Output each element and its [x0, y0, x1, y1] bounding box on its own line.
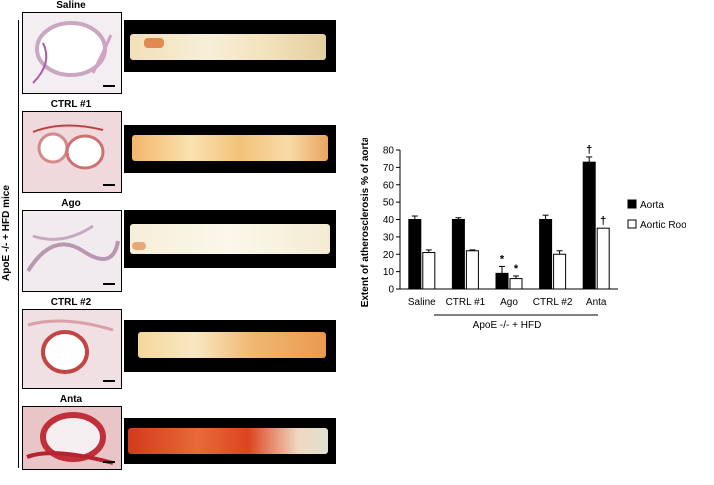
panel-title-ctrl1: CTRL #1 [50, 99, 92, 110]
x-tick-label: CTRL #2 [533, 297, 573, 308]
histology-image-anta [22, 406, 122, 470]
legend-label-0: Aorta [640, 200, 664, 211]
bar-chart: Extent of atherosclerosis % of aorta Apo… [360, 138, 686, 331]
y-tick-label: 20 [383, 250, 395, 261]
aorta-image-ctrl2 [124, 320, 336, 372]
y-tick-label: 70 [383, 163, 395, 174]
x-tick-label: Anta [586, 297, 607, 308]
histology-image-saline [22, 12, 122, 94]
bar-aorta-4 [582, 161, 596, 290]
y-tick-label: 60 [383, 180, 395, 191]
y-tick-label: 0 [388, 285, 394, 296]
group-bracket-line [18, 20, 19, 468]
x-tick-label: CTRL #1 [446, 297, 486, 308]
x-tick-label: Saline [408, 297, 436, 308]
histology-image-ago [22, 210, 122, 292]
legend-swatch-1 [627, 219, 637, 229]
bar-aortic-root-4 [596, 227, 610, 290]
significance-marker: † [586, 144, 592, 156]
legend-label-1: Aortic Root [640, 220, 686, 231]
histology-image-ctrl1 [22, 111, 122, 193]
significance-marker: * [514, 263, 519, 275]
bar-aortic-root-0 [422, 252, 436, 290]
bar-aorta-0 [408, 219, 422, 290]
y-tick-label: 30 [383, 232, 395, 243]
bar-aortic-root-1 [465, 250, 479, 290]
y-tick-label: 50 [383, 198, 395, 209]
aorta-image-ago [124, 210, 336, 268]
significance-marker: * [500, 253, 505, 265]
bar-aortic-root-3 [553, 253, 567, 290]
aorta-image-anta [124, 418, 336, 464]
legend-swatch-0 [627, 199, 637, 209]
panel-title-ago: Ago [61, 198, 81, 209]
y-tick-label: 80 [383, 146, 395, 157]
panel-title-saline: Saline [56, 0, 86, 11]
bar-aorta-2 [495, 272, 509, 290]
bar-aorta-3 [539, 219, 553, 290]
histology-image-ctrl2 [22, 309, 122, 389]
x-tick-label: Ago [500, 297, 518, 308]
y-axis-label: Extent of atherosclerosis % of aorta [360, 138, 371, 307]
significance-marker: † [600, 215, 606, 227]
aorta-image-saline [124, 20, 336, 72]
aorta-image-ctrl1 [124, 125, 336, 173]
group-axis-label: ApoE -/- + HFD [473, 320, 542, 331]
y-tick-label: 40 [383, 215, 395, 226]
panel-title-anta: Anta [59, 394, 83, 405]
y-tick-label: 10 [383, 267, 395, 278]
bar-aortic-root-2 [509, 278, 523, 290]
panel-title-ctrl2: CTRL #2 [50, 297, 92, 308]
group-label: ApoE -/- + HFD mice [1, 185, 12, 281]
bar-aorta-1 [451, 219, 465, 290]
